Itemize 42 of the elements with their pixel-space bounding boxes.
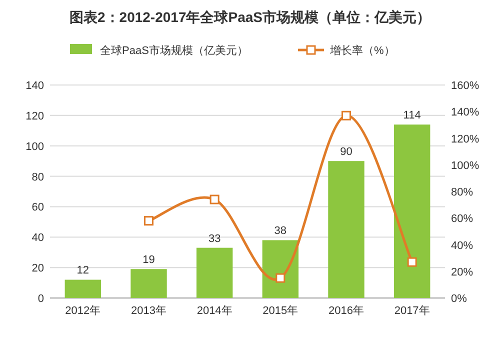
y-tick-label: 60 (32, 202, 44, 214)
y-tick-label: 100 (26, 140, 44, 153)
y2-tick-label: 160% (451, 80, 480, 92)
legend-label: 全球PaaS市场规模（亿美元） (100, 44, 248, 57)
data-label: 90 (340, 146, 352, 158)
chart-title: 图表2：2012-2017年全球PaaS市场规模（单位：亿美元） (70, 9, 430, 25)
y-tick-label: 20 (32, 262, 44, 275)
y2-tick-label: 60% (451, 213, 474, 226)
y2-tick-label: 20% (451, 266, 474, 278)
x-tick-label: 2016年 (328, 305, 364, 317)
y-tick-label: 140 (26, 80, 44, 92)
bar (328, 161, 364, 298)
bar (394, 124, 430, 298)
point (342, 110, 351, 120)
y-tick-label: 40 (32, 232, 44, 244)
legend-label: 增长率（%） (329, 44, 395, 57)
x-tick-label: 2015年 (262, 305, 298, 317)
point (407, 257, 417, 267)
point (276, 273, 286, 283)
y2-tick-label: 40% (451, 240, 474, 252)
point (144, 216, 154, 226)
data-label: 38 (274, 225, 287, 238)
y2-tick-label: 120% (451, 133, 480, 146)
y2-tick-label: 0% (451, 293, 468, 305)
y-tick-label: 120 (26, 110, 44, 122)
x-tick-label: 2013年 (131, 305, 166, 317)
data-label: 33 (208, 232, 221, 245)
data-label: 19 (142, 254, 155, 266)
y2-tick-label: 140% (451, 106, 480, 119)
y2-tick-label: 100% (451, 160, 480, 172)
data-label: 12 (76, 264, 90, 277)
x-tick-label: 2012年 (65, 305, 101, 317)
bar (196, 248, 233, 298)
point (210, 194, 220, 204)
bar (64, 280, 102, 298)
x-tick-label: 2017年 (394, 305, 430, 317)
bar (130, 269, 167, 298)
x-tick-label: 2014年 (196, 305, 232, 317)
y-tick-label: 0 (38, 293, 44, 305)
y-tick-label: 80 (32, 171, 44, 184)
data-label: 114 (403, 110, 421, 122)
y2-tick-label: 80% (451, 186, 474, 198)
